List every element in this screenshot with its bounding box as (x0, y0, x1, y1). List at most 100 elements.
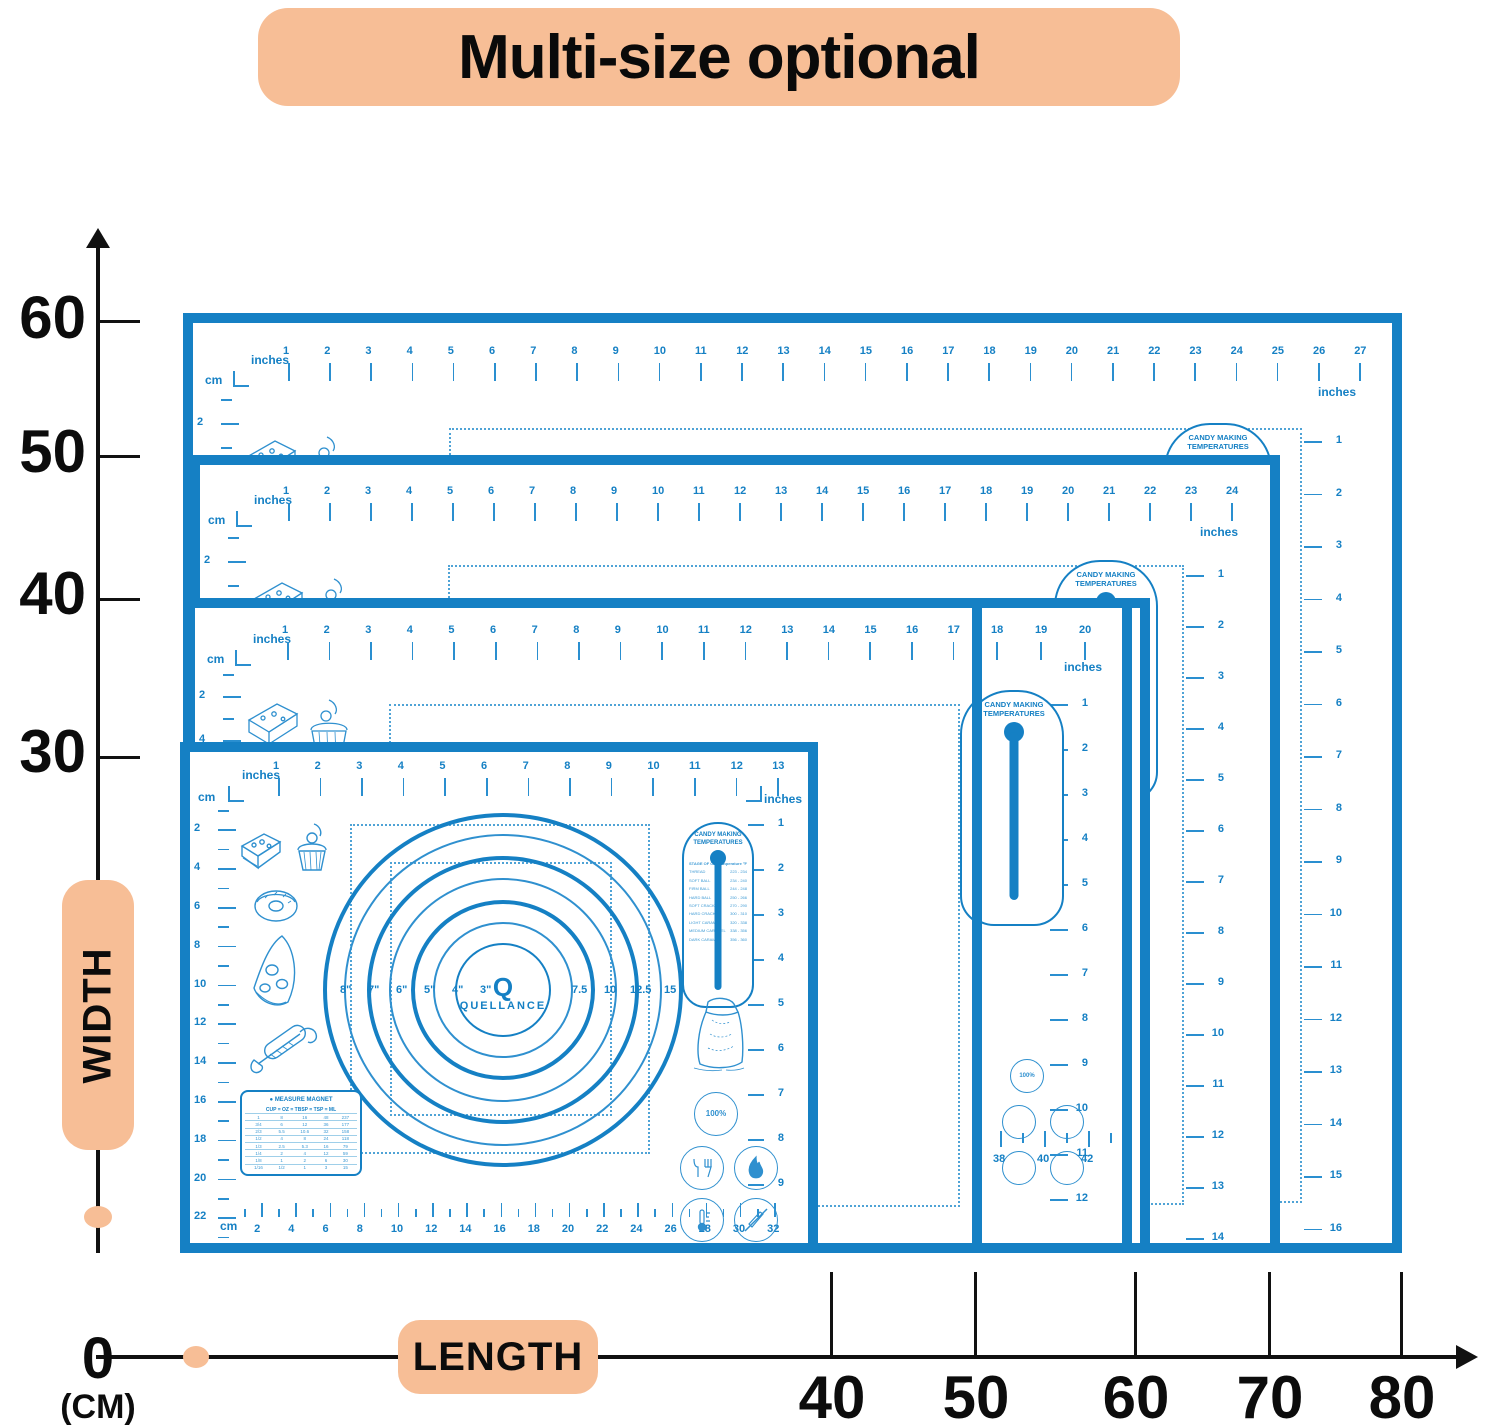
inch-tick-label: 1 (1081, 697, 1088, 709)
inch-tick (777, 778, 779, 796)
inch-tick-label: 7 (1081, 967, 1088, 979)
inch-tick-label: 4 (777, 952, 784, 964)
magnet-row: 3/4 6 12 36 177 (245, 1120, 357, 1129)
inch-tick (748, 1049, 764, 1051)
ring-label-inch: 6" (396, 984, 408, 996)
cm-tick (261, 1203, 263, 1217)
x-tick-50 (974, 1272, 977, 1358)
no-knife-badge (1050, 1151, 1084, 1185)
cm-tick (218, 1159, 229, 1161)
thermo-stage-row: FIRM BALL (689, 886, 710, 892)
magnet-cell: 32 (318, 1127, 334, 1136)
thermo-col-header-right: Temperature °F (717, 861, 747, 866)
cm-tick (218, 1004, 229, 1006)
magnet-cell: 5.5 (272, 1127, 292, 1136)
mat-50x40[interactable]: 18 19 20 inches 1 2 3 4 5 6 7 8 9 10 11 12 CANDY MAKI… (972, 598, 1132, 1253)
ring-label-cm: 10 (604, 984, 617, 996)
cm-tick (221, 399, 232, 401)
cm-tick (415, 1209, 417, 1217)
inch-tick-label: 8 (564, 760, 571, 772)
inch-tick (1231, 503, 1233, 521)
temperature-range-badge (680, 1198, 724, 1242)
inch-tick (1235, 363, 1238, 381)
inch-tick (278, 778, 280, 796)
thermo-title-2: TEMPERATURES (983, 709, 1045, 719)
inch-tick (493, 503, 495, 521)
cm-tick (449, 1209, 451, 1217)
magnet-cell: 15 (333, 1163, 357, 1171)
inch-tick (319, 778, 322, 796)
inch-tick-label: 15 (859, 345, 873, 357)
thermo-temp-row: 338 - 356 (730, 928, 747, 934)
inch-tick (658, 363, 661, 381)
inch-tick (869, 642, 871, 660)
inches-label-right: inches (1063, 660, 1102, 674)
cm-tick-minor (1110, 1133, 1112, 1143)
cm-tick-label: 2 (199, 689, 206, 701)
inch-tick (535, 363, 537, 381)
x-axis-arrow (1456, 1345, 1478, 1369)
inch-tick (1304, 1123, 1322, 1125)
page-title-badge: Multi-size optional (258, 8, 1180, 106)
cm-tick (218, 1062, 236, 1064)
inch-tick (1359, 363, 1361, 381)
inch-tick (617, 363, 620, 381)
inch-tick-label: 7 (530, 345, 537, 357)
thermometer-stem (1009, 732, 1019, 900)
magnet-cell: 10.6 (291, 1127, 319, 1136)
y-axis-origin-dot (84, 1206, 112, 1228)
inch-tick-label: 9 (1081, 1057, 1088, 1069)
cm-tick (397, 1203, 400, 1217)
temperature-range-badge (1002, 1151, 1036, 1185)
inch-tick (329, 503, 331, 521)
inch-tick (370, 642, 372, 660)
inch-tick-label: 4 (406, 485, 413, 497)
inch-tick-label: 5 (1081, 877, 1088, 889)
inch-tick (952, 642, 955, 660)
inch-tick-label: 11 (1212, 1078, 1224, 1090)
inch-tick-label: 9 (1335, 854, 1342, 866)
cm-tick (218, 1023, 236, 1025)
inch-tick (453, 642, 455, 660)
y-tick-40 (100, 598, 140, 601)
inch-tick (1304, 1176, 1322, 1178)
cm-tick-label: 20 (561, 1223, 575, 1235)
inch-tick (748, 959, 764, 961)
inch-tick (1108, 503, 1110, 521)
cm-tick (218, 907, 236, 909)
magnet-cell: 2.5 (272, 1141, 292, 1150)
inch-tick (288, 503, 290, 521)
x-tick-80 (1400, 1272, 1403, 1358)
inch-tick (1186, 1136, 1204, 1138)
inch-tick-label: 8 (1081, 1012, 1088, 1024)
inch-tick-label: 12 (1211, 1129, 1224, 1141)
cm-tick-label: 4 (199, 733, 206, 745)
inch-tick-label: 10 (656, 624, 669, 636)
inch-tick-label: 4 (1081, 832, 1088, 844)
inch-tick-label: 16 (906, 624, 919, 636)
ruler-corner-mark (236, 511, 252, 527)
inch-tick (494, 363, 496, 381)
thermo-temp-row: 223 - 234 (730, 869, 747, 875)
inch-tick (1186, 1238, 1204, 1240)
inches-label: inches (253, 632, 292, 646)
inch-tick-label: 2 (1335, 486, 1342, 499)
inch-tick (1304, 441, 1322, 443)
cm-tick (218, 1217, 236, 1219)
inch-tick (411, 642, 414, 660)
cm-tick (500, 1203, 502, 1217)
inch-tick-label: 24 (1230, 345, 1243, 357)
inch-tick (486, 778, 488, 796)
magnet-conversion-table: CUP = OZ = TBSP = TSP = ML 1 8 16 48 237 3/4 6 1… (245, 1106, 357, 1171)
cm-tick-label: 2 (197, 416, 204, 428)
inch-tick-label: 20 (1062, 485, 1075, 497)
ring-label-inch: 8" (340, 984, 352, 996)
inch-tick (985, 503, 987, 521)
inch-tick-label: 12 (734, 485, 747, 497)
inch-tick (1304, 1018, 1322, 1020)
magnet-title: ● MEASURE MAGNET (269, 1097, 333, 1103)
inch-tick-label: 6 (481, 760, 488, 772)
inch-tick (1194, 363, 1196, 381)
inch-tick (996, 642, 998, 660)
